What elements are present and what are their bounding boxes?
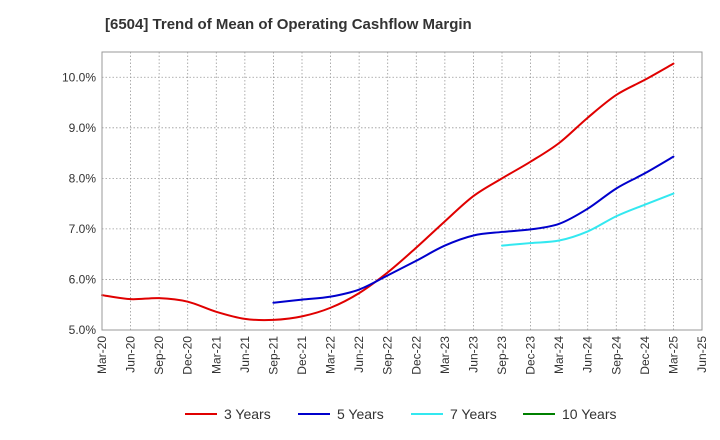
y-tick-label: 5.0% (69, 323, 97, 337)
x-tick-label: Jun-25 (695, 336, 709, 373)
x-tick-label: Jun-24 (581, 336, 595, 373)
x-tick-label: Sep-24 (609, 336, 623, 375)
legend: 3 Years 5 Years 7 Years 10 Years (185, 406, 617, 422)
legend-label-5-years: 5 Years (337, 406, 384, 422)
chart-title: [6504] Trend of Mean of Operating Cashfl… (105, 16, 472, 33)
axis-layer: 5.0% 6.0% 7.0% 8.0% 9.0% 10.0% Mar-20 Jun-20 Sep… (62, 51, 709, 375)
x-tick-label: Mar-22 (324, 336, 338, 374)
x-tick-label: Sep-21 (266, 336, 280, 375)
series-layer (101, 62, 675, 322)
x-tick-label: Sep-20 (152, 336, 166, 375)
legend-label-3-years: 3 Years (224, 406, 271, 422)
x-tick-label: Mar-21 (209, 336, 223, 374)
series-line-5-years (272, 155, 675, 304)
series-line-7-years (501, 192, 675, 247)
x-tick-label: Dec-22 (409, 336, 423, 375)
x-tick-label: Dec-21 (295, 336, 309, 375)
x-tick-label: Dec-23 (524, 336, 538, 375)
y-tick-label: 8.0% (69, 171, 97, 185)
series-line-3-years (101, 62, 675, 322)
legend-label-7-years: 7 Years (450, 406, 497, 422)
x-tick-label: Dec-24 (638, 336, 652, 375)
grid-layer (101, 51, 703, 331)
x-tick-label: Jun-21 (238, 336, 252, 373)
x-tick-label: Mar-24 (552, 336, 566, 374)
x-tick-label: Jun-22 (352, 336, 366, 373)
y-tick-label: 10.0% (62, 70, 96, 84)
legend-label-10-years: 10 Years (562, 406, 617, 422)
plot-frame (101, 51, 703, 331)
x-tick-label: Mar-23 (438, 336, 452, 374)
x-tick-label: Sep-23 (495, 336, 509, 375)
x-tick-label: Mar-25 (666, 336, 680, 374)
x-tick-label: Dec-20 (181, 336, 195, 375)
x-tick-label: Jun-20 (124, 336, 138, 373)
y-tick-label: 7.0% (69, 222, 97, 236)
y-tick-label: 9.0% (69, 121, 97, 135)
x-tick-label: Sep-22 (381, 336, 395, 375)
y-tick-label: 6.0% (69, 272, 97, 286)
x-tick-label: Mar-20 (95, 336, 109, 374)
x-tick-label: Jun-23 (466, 336, 480, 373)
